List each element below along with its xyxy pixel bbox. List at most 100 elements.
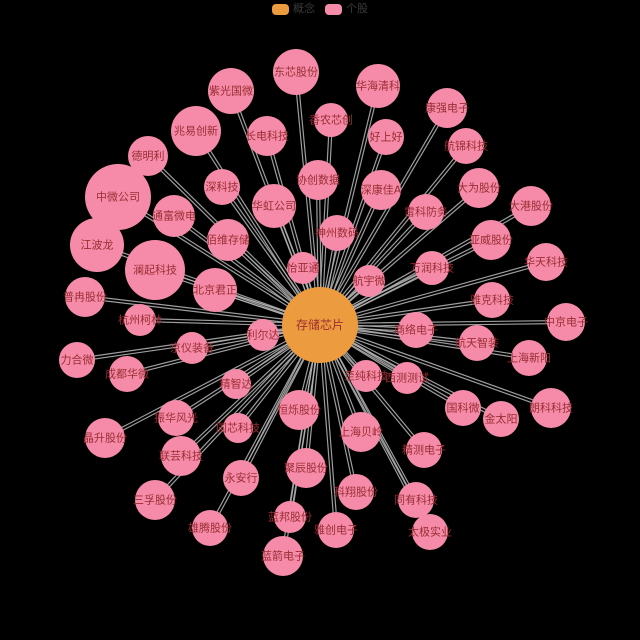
graph-node[interactable]: 大港股份	[509, 186, 553, 226]
graph-node[interactable]: 通富微电	[152, 195, 196, 237]
stock-node-circle[interactable]	[408, 194, 444, 230]
stock-node-circle[interactable]	[483, 401, 519, 437]
graph-node[interactable]: 兆易创新	[171, 106, 221, 156]
graph-node[interactable]: 蓝邦股份	[268, 501, 312, 533]
center-node[interactable]: 存储芯片	[282, 287, 358, 363]
graph-node[interactable]: 振华风光	[154, 400, 198, 436]
graph-node[interactable]: 太极实业	[408, 514, 452, 550]
graph-node[interactable]: 杭州柯林	[118, 304, 162, 336]
stock-node-circle[interactable]	[511, 186, 551, 226]
graph-node[interactable]: 国芯科技	[216, 413, 260, 443]
graph-node[interactable]: 亚威股份	[469, 220, 513, 260]
stock-node-circle[interactable]	[511, 340, 547, 376]
stock-node-circle[interactable]	[547, 303, 585, 341]
graph-node[interactable]: 联芸科技	[159, 436, 203, 476]
stock-node-circle[interactable]	[204, 169, 240, 205]
stock-node-circle[interactable]	[527, 243, 565, 281]
stock-node-circle[interactable]	[263, 536, 303, 576]
graph-node[interactable]: 航锦科技	[444, 128, 488, 164]
stock-node-circle[interactable]	[471, 220, 511, 260]
graph-node[interactable]: 华天科技	[524, 243, 568, 281]
stock-node-circle[interactable]	[273, 49, 319, 95]
graph-node[interactable]: 普冉股份	[63, 277, 107, 317]
stock-node-circle[interactable]	[85, 418, 125, 458]
stock-node-circle[interactable]	[415, 251, 449, 285]
stock-node-circle[interactable]	[287, 252, 319, 284]
stock-node-circle[interactable]	[361, 170, 401, 210]
stock-node-circle[interactable]	[531, 388, 571, 428]
stock-node-circle[interactable]	[314, 103, 348, 137]
stock-node-circle[interactable]	[59, 342, 95, 378]
stock-node-circle[interactable]	[459, 325, 495, 361]
stock-node-circle[interactable]	[70, 218, 124, 272]
graph-node[interactable]: 国科微	[445, 390, 481, 426]
graph-node[interactable]: 万润科技	[410, 251, 454, 285]
graph-node[interactable]: 澜起科技	[125, 240, 185, 300]
graph-node[interactable]: 同有科技	[394, 482, 438, 518]
stock-node-circle[interactable]	[208, 68, 254, 114]
graph-node[interactable]: 华海清科	[356, 64, 400, 108]
graph-node[interactable]: 上海贝岭	[339, 412, 383, 452]
stock-node-circle[interactable]	[193, 268, 237, 312]
graph-node[interactable]: 好上好	[368, 119, 404, 155]
stock-node-circle[interactable]	[274, 501, 306, 533]
legend-item-concept[interactable]: 概念	[272, 2, 315, 16]
graph-node[interactable]: 神州数码	[315, 215, 359, 251]
graph-node[interactable]: 雄腾股份	[188, 510, 232, 546]
stock-node-circle[interactable]	[252, 184, 296, 228]
graph-node[interactable]: 中京电子	[544, 303, 588, 341]
graph-node[interactable]: 精测电子	[402, 432, 446, 468]
stock-node-circle[interactable]	[223, 460, 259, 496]
stock-node-circle[interactable]	[192, 510, 228, 546]
graph-node[interactable]: 永安行	[223, 460, 259, 496]
graph-node[interactable]: 雅克科技	[470, 282, 514, 318]
graph-node[interactable]: 商络电子	[394, 312, 438, 348]
graph-node[interactable]: 大为股份	[457, 168, 501, 208]
stock-node-circle[interactable]	[391, 362, 423, 394]
graph-node[interactable]: 康强电子	[425, 88, 469, 128]
stock-node-circle[interactable]	[298, 160, 338, 200]
graph-node[interactable]: 江波龙	[70, 218, 124, 272]
stock-node-circle[interactable]	[356, 64, 400, 108]
graph-node[interactable]: 紫光国微	[208, 68, 254, 114]
stock-node-circle[interactable]	[279, 390, 319, 430]
graph-node[interactable]: 雅创电子	[314, 512, 358, 548]
graph-node[interactable]: 金太阳	[483, 401, 519, 437]
stock-node-circle[interactable]	[474, 282, 510, 318]
stock-node-circle[interactable]	[158, 400, 194, 436]
stock-node-circle[interactable]	[135, 480, 175, 520]
stock-node-circle[interactable]	[223, 413, 253, 443]
graph-node[interactable]: 协创数据	[296, 160, 340, 200]
graph-node[interactable]: 朗科科技	[529, 388, 573, 428]
stock-node-circle[interactable]	[161, 436, 201, 476]
stock-node-circle[interactable]	[176, 332, 208, 364]
stock-node-circle[interactable]	[319, 215, 355, 251]
stock-node-circle[interactable]	[353, 265, 385, 297]
graph-node[interactable]: 力合微	[59, 342, 95, 378]
graph-node[interactable]: 深康佳A	[361, 170, 402, 210]
stock-node-circle[interactable]	[368, 119, 404, 155]
stock-node-circle[interactable]	[412, 514, 448, 550]
stock-node-circle[interactable]	[207, 219, 249, 261]
legend-item-stock[interactable]: 个股	[325, 2, 368, 16]
stock-node-circle[interactable]	[124, 304, 156, 336]
graph-node[interactable]: 航天智装	[455, 325, 499, 361]
stock-node-circle[interactable]	[406, 432, 442, 468]
stock-node-circle[interactable]	[445, 390, 481, 426]
stock-node-circle[interactable]	[350, 360, 382, 392]
stock-node-circle[interactable]	[427, 88, 467, 128]
stock-node-circle[interactable]	[247, 319, 279, 351]
stock-node-circle[interactable]	[171, 106, 221, 156]
graph-node[interactable]: 晶升股份	[83, 418, 127, 458]
concept-node-circle[interactable]	[282, 287, 358, 363]
stock-node-circle[interactable]	[109, 356, 145, 392]
graph-node[interactable]: 京仪装备	[170, 332, 214, 364]
graph-node[interactable]: 香农芯创	[309, 103, 353, 137]
stock-node-circle[interactable]	[125, 240, 185, 300]
graph-node[interactable]: 深科技	[204, 169, 240, 205]
stock-node-circle[interactable]	[65, 277, 105, 317]
graph-node[interactable]: 成都华微	[105, 356, 149, 392]
graph-node[interactable]: 上海新阳	[507, 340, 551, 376]
stock-node-circle[interactable]	[318, 512, 354, 548]
stock-node-circle[interactable]	[338, 474, 374, 510]
